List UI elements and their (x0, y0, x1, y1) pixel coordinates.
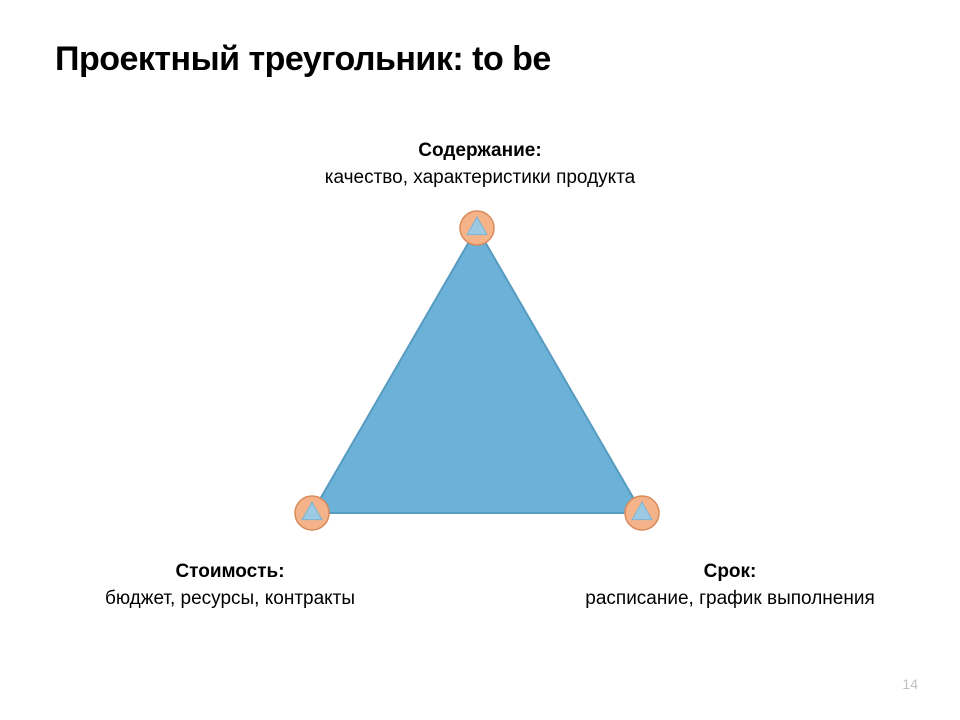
label-bottom-left: Стоимость: бюджет, ресурсы, контракты (60, 559, 400, 612)
label-bottom-left-subtitle: бюджет, ресурсы, контракты (60, 586, 400, 613)
label-top: Содержание: качество, характеристики про… (230, 138, 730, 191)
label-top-title: Содержание: (230, 138, 730, 165)
label-top-subtitle: качество, характеристики продукта (230, 165, 730, 192)
page-number: 14 (902, 676, 918, 692)
main-triangle (312, 228, 642, 513)
label-bottom-right-title: Срок: (535, 559, 925, 586)
label-bottom-right-subtitle: расписание, график выполнения (535, 586, 925, 613)
label-bottom-left-title: Стоимость: (60, 559, 400, 586)
vertex-top (460, 211, 494, 245)
vertex-bottom-right (625, 496, 659, 530)
project-triangle-diagram: Содержание: качество, характеристики про… (0, 0, 960, 720)
label-bottom-right: Срок: расписание, график выполнения (535, 559, 925, 612)
vertex-bottom-left (295, 496, 329, 530)
